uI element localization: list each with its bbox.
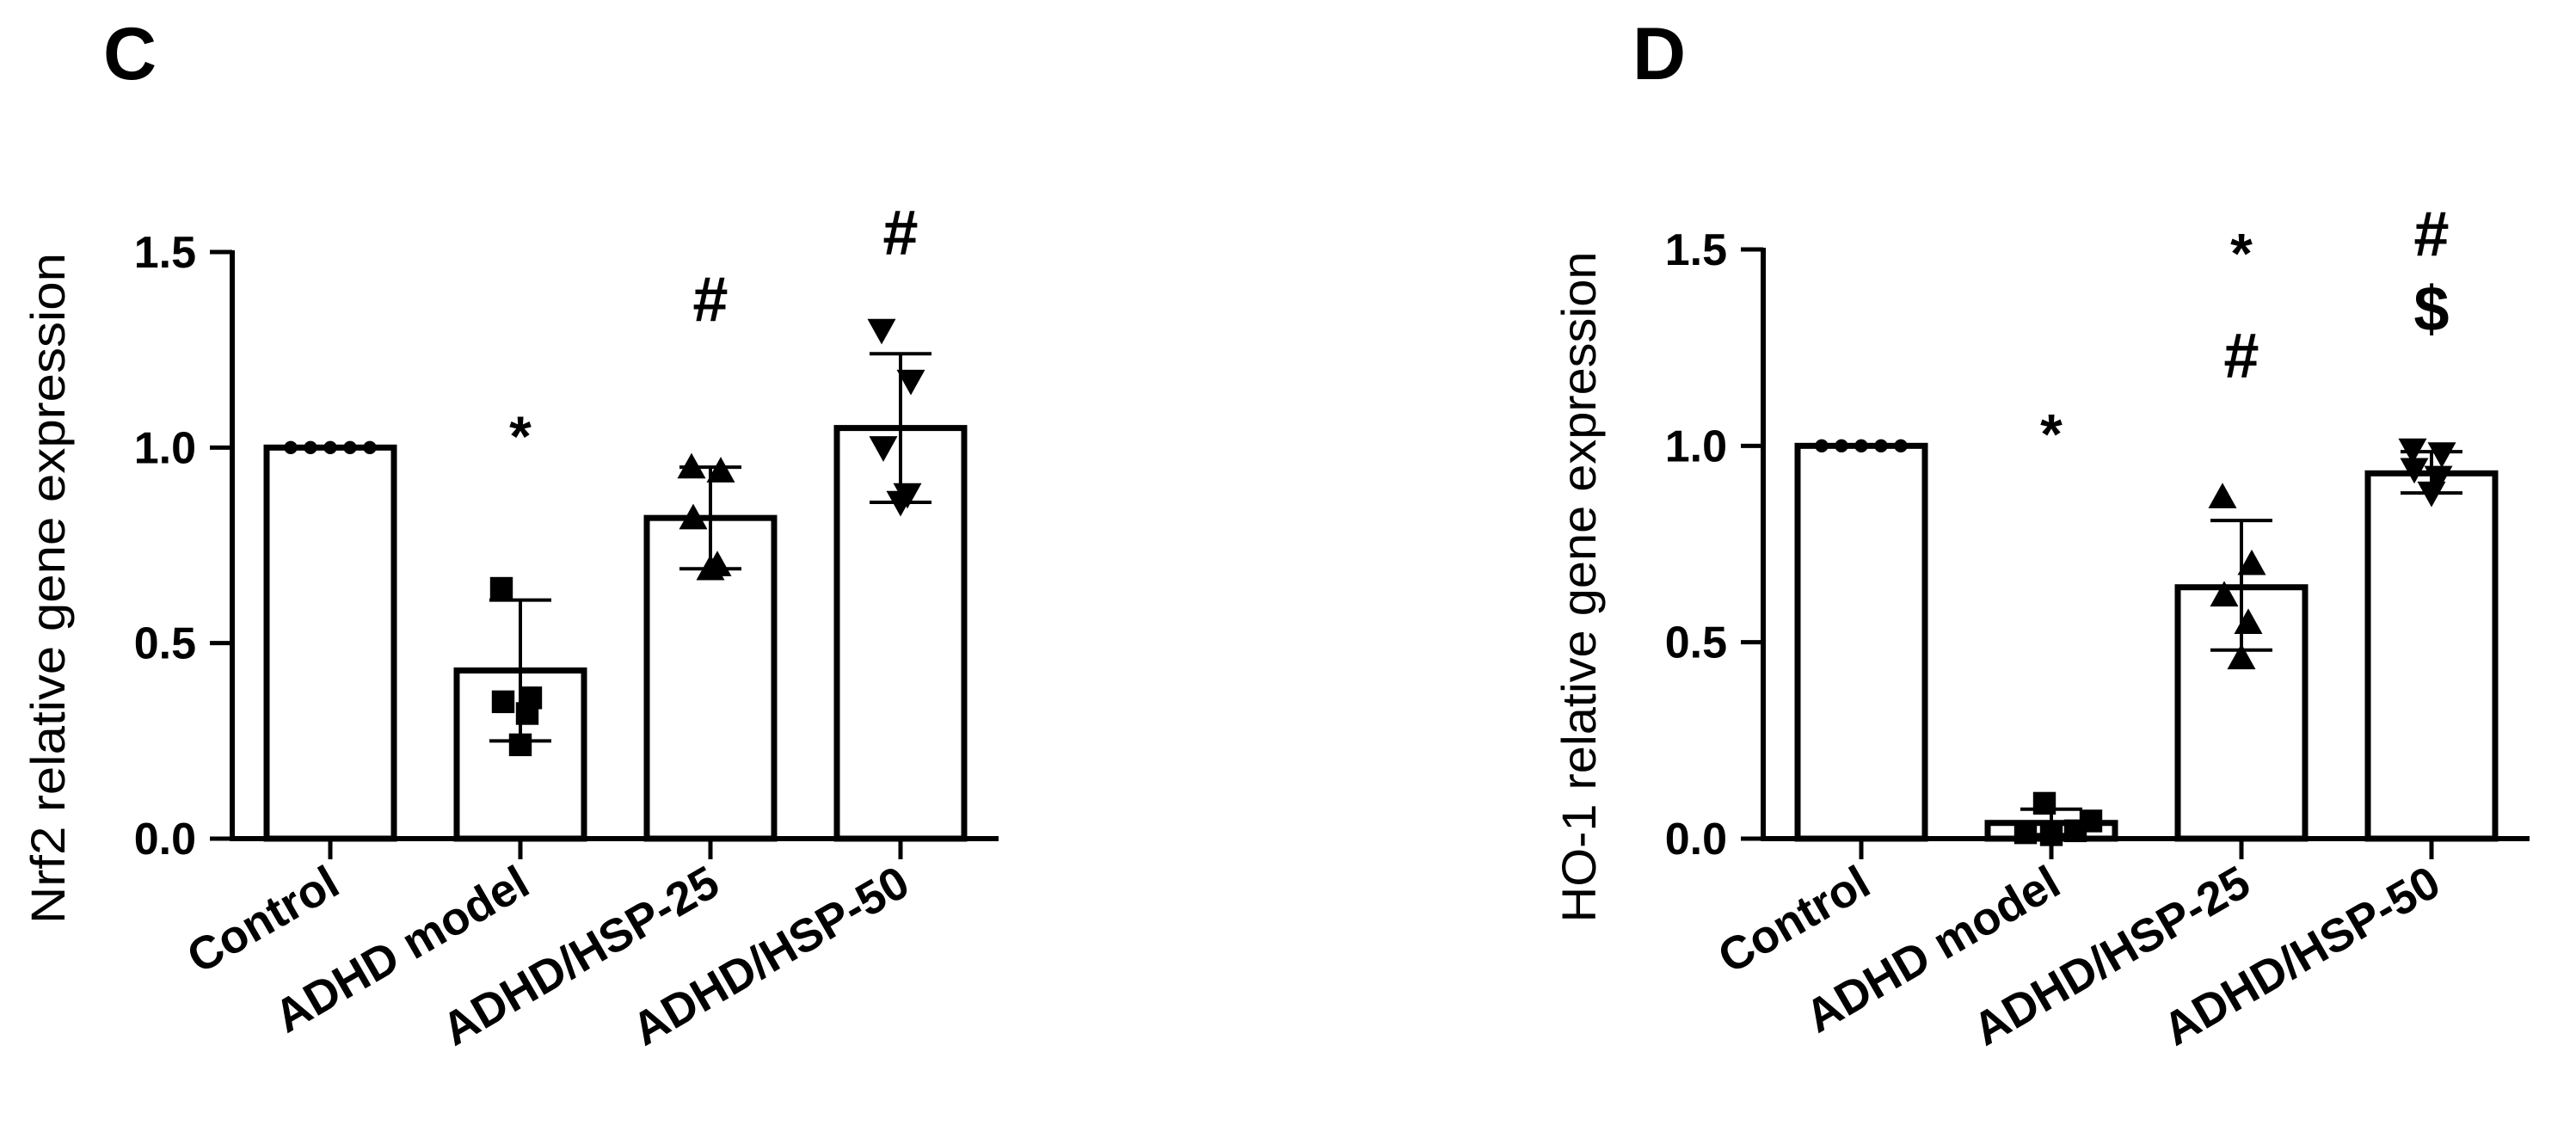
data-point (284, 440, 298, 455)
data-point (2208, 483, 2237, 508)
y-tick-label: 0.0 (134, 815, 196, 864)
data-point (343, 440, 357, 455)
y-axis-label: Nrf2 relative gene expression (21, 253, 75, 924)
significance-marker: # (882, 197, 918, 268)
bar (263, 444, 397, 842)
data-point (323, 440, 337, 455)
data-point (2417, 481, 2446, 507)
bar (2364, 470, 2499, 842)
data-point (1894, 439, 1908, 453)
data-point (1815, 439, 1829, 453)
data-point (2424, 465, 2453, 492)
data-point (304, 440, 317, 455)
significance-marker: * (2040, 403, 2063, 466)
y-tick-label: 1.5 (1665, 225, 1727, 275)
data-point (886, 490, 915, 517)
data-point (2398, 438, 2427, 464)
panel-letter: D (1632, 13, 1686, 95)
data-point (515, 702, 539, 725)
data-point (1835, 439, 1848, 453)
data-point (677, 452, 706, 479)
x-tick-label: Control (1710, 856, 1878, 983)
data-point (2032, 791, 2056, 815)
chart-panel-d: D HO-1 relative gene expression 0.0 0.5 1.0 1… (1552, 13, 2530, 1055)
data-point (896, 369, 925, 396)
significance-marker: # (692, 263, 728, 335)
data-point (867, 318, 896, 345)
bar (643, 514, 778, 842)
data-point (706, 457, 735, 483)
y-tick-label: 0.5 (134, 619, 196, 669)
data-point (508, 733, 532, 757)
y-tick-label: 1.5 (134, 228, 196, 278)
data-point (679, 503, 708, 530)
data-point (1854, 439, 1868, 453)
y-tick-label: 0.5 (1665, 618, 1727, 668)
data-point (2013, 821, 2038, 845)
data-point (1874, 439, 1888, 453)
significance-marker: # (2223, 320, 2259, 391)
data-point (2400, 458, 2429, 484)
x-tick-label: Control (179, 856, 347, 983)
data-point (2237, 549, 2266, 575)
data-point (489, 576, 513, 600)
data-point (2234, 608, 2263, 635)
significance-marker: $ (2413, 273, 2449, 344)
data-point (2227, 643, 2256, 670)
significance-marker: * (509, 404, 532, 468)
significance-marker: * (2230, 222, 2253, 286)
data-point (2210, 581, 2239, 607)
bar (1794, 442, 1928, 842)
chart-panel-c: C Nrf2 relative gene expression 0.0 0.5 1.0 1… (21, 13, 999, 1055)
panel-letter: C (103, 13, 157, 95)
y-axis-label: HO-1 relative gene expression (1552, 252, 1606, 923)
significance-marker: # (2413, 199, 2449, 270)
data-point (2063, 819, 2087, 843)
data-point (491, 690, 515, 714)
y-tick-label: 0.0 (1665, 815, 1727, 864)
y-tick-label: 1.0 (1665, 421, 1727, 471)
y-tick-label: 1.0 (134, 423, 196, 473)
data-point (363, 440, 377, 455)
data-point (696, 554, 725, 581)
data-point (2427, 442, 2456, 468)
data-point (869, 436, 898, 462)
